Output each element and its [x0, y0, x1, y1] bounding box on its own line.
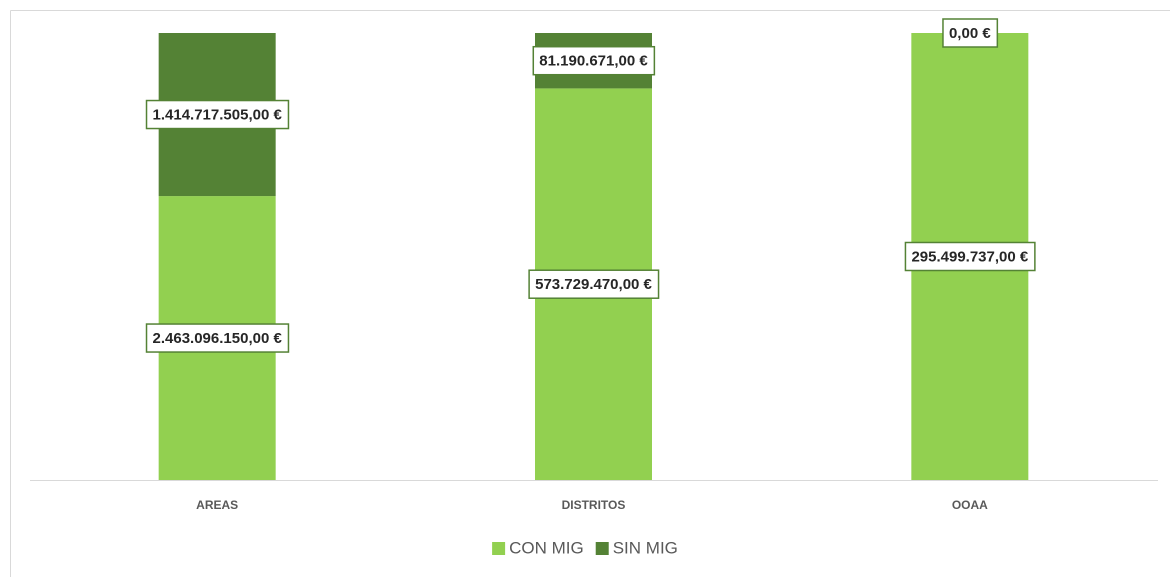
legend-label: CON MIG — [509, 538, 584, 557]
x-tick-label: OOAA — [952, 498, 988, 512]
data-label: 1.414.717.505,00 € — [153, 107, 283, 124]
x-tick-label: DISTRITOS — [562, 498, 626, 512]
data-label: 2.463.096.150,00 € — [153, 330, 283, 347]
data-label-box — [532, 45, 656, 76]
data-label: 0,00 € — [949, 25, 991, 42]
legend-swatch — [595, 542, 609, 555]
data-label-box — [942, 18, 999, 48]
legend-swatch — [492, 542, 506, 555]
x-tick-label: AREAS — [196, 498, 238, 512]
data-label-box — [145, 323, 290, 353]
data-label-box — [528, 269, 660, 299]
data-label: 295.499.737,00 € — [911, 248, 1028, 265]
data-label-box — [904, 241, 1036, 272]
data-label: 81.190.671,00 € — [539, 53, 648, 70]
data-label-box — [145, 99, 290, 130]
legend-label: SIN MIG — [613, 538, 678, 557]
data-label: 573.729.470,00 € — [535, 276, 652, 293]
